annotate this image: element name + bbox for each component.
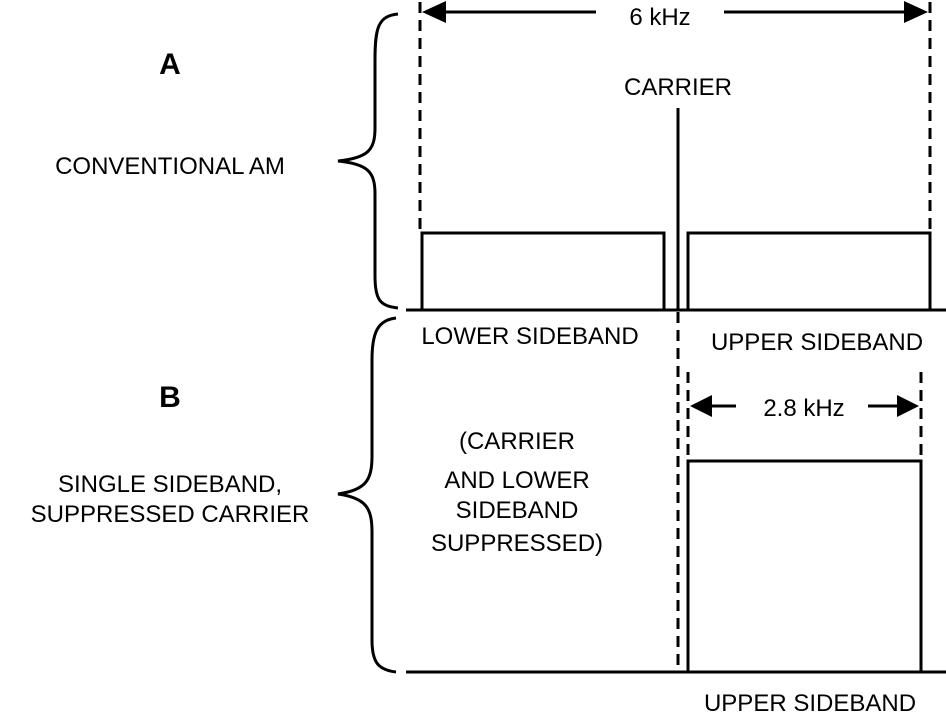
panel-b-title-line1: SINGLE SIDEBAND, (58, 471, 282, 498)
upper-sideband-label-b: UPPER SIDEBAND (704, 690, 916, 714)
panel-a-bandwidth-label: 6 kHz (629, 4, 690, 31)
suppression-note-line4: SUPPRESSED) (431, 530, 603, 557)
panel-a-left-arrowhead (422, 1, 446, 23)
lower-sideband-block (420, 231, 666, 310)
panel-b-right-arrowhead (897, 395, 919, 417)
single-sideband-block (686, 459, 923, 672)
panel-b-title-line2: SUPPRESSED CARRIER (31, 501, 310, 528)
panel-a-letter: A (159, 48, 181, 81)
upper-sideband-block (686, 231, 932, 310)
panel-a-brace (337, 12, 399, 310)
panel-a-title: CONVENTIONAL AM (55, 153, 285, 180)
lower-sideband-label: LOWER SIDEBAND (421, 323, 638, 350)
suppression-note-line3: SIDEBAND (456, 497, 579, 524)
panel-b-letter: B (159, 381, 181, 414)
carrier-label: CARRIER (624, 74, 732, 101)
upper-sideband-label-a: UPPER SIDEBAND (711, 329, 923, 356)
panel-b-left-arrowhead (690, 395, 712, 417)
suppression-note-line1: (CARRIER (459, 428, 575, 455)
suppression-note-line2: AND LOWER (444, 467, 589, 494)
panel-a-right-arrowhead (904, 1, 928, 23)
panel-b-bandwidth-label: 2.8 kHz (763, 395, 844, 422)
panel-b-brace (337, 316, 397, 674)
